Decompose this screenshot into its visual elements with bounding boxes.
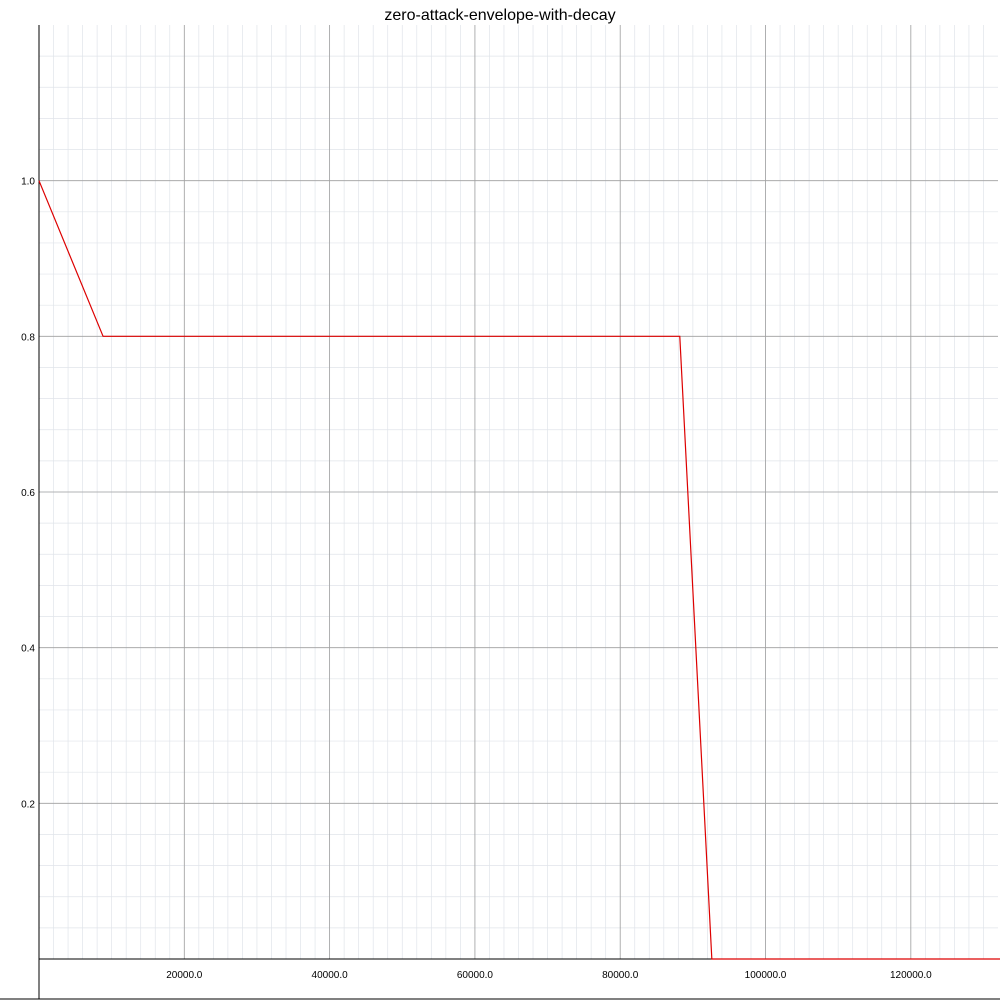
x-tick-labels: 20000.0 40000.0 60000.0 80000.0 100000.0 1200…: [166, 970, 932, 981]
series-line: [38, 180, 1000, 960]
x-tick-label: 60000.0: [457, 970, 494, 981]
series-layer: [38, 180, 1000, 960]
y-tick-label: 0.4: [21, 644, 35, 655]
x-tick-label: 20000.0: [166, 970, 203, 981]
x-tick-label: 100000.0: [745, 970, 787, 981]
x-tick-label: 80000.0: [602, 970, 639, 981]
axes: [0, 25, 1000, 1000]
y-tick-labels: 0.2 0.4 0.6 0.8 1.0: [21, 177, 35, 811]
x-tick-label: 120000.0: [890, 970, 932, 981]
y-tick-label: 0.2: [21, 799, 35, 810]
x-tick-label: 40000.0: [312, 970, 349, 981]
y-tick-label: 1.0: [21, 177, 35, 188]
chart-title: zero-attack-envelope-with-decay: [384, 7, 615, 24]
y-tick-label: 0.6: [21, 488, 35, 499]
y-tick-label: 0.8: [21, 332, 35, 343]
